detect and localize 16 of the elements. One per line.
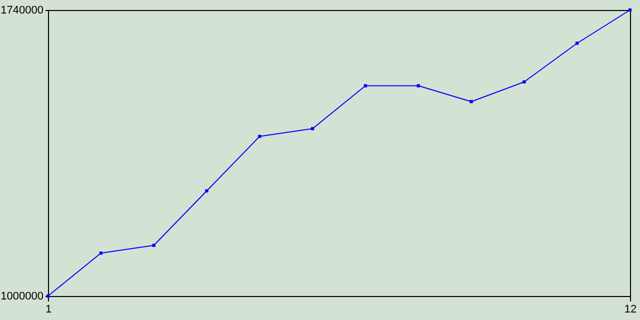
- point: [99, 252, 102, 255]
- point: [205, 189, 208, 192]
- point: [470, 100, 473, 104]
- y-tick-label: 1000000: [0, 290, 44, 302]
- point: [364, 84, 368, 88]
- point: [416, 84, 420, 88]
- y-tick-label: 1740000: [0, 4, 44, 16]
- point: [258, 134, 262, 138]
- x-tick-label: 1: [45, 304, 52, 316]
- point: [628, 8, 632, 12]
- point: [522, 80, 526, 84]
- point: [310, 127, 314, 130]
- point: [152, 244, 156, 247]
- point: [576, 42, 579, 45]
- x-tick-label: 12: [624, 304, 637, 316]
- line-series: [46, 8, 632, 298]
